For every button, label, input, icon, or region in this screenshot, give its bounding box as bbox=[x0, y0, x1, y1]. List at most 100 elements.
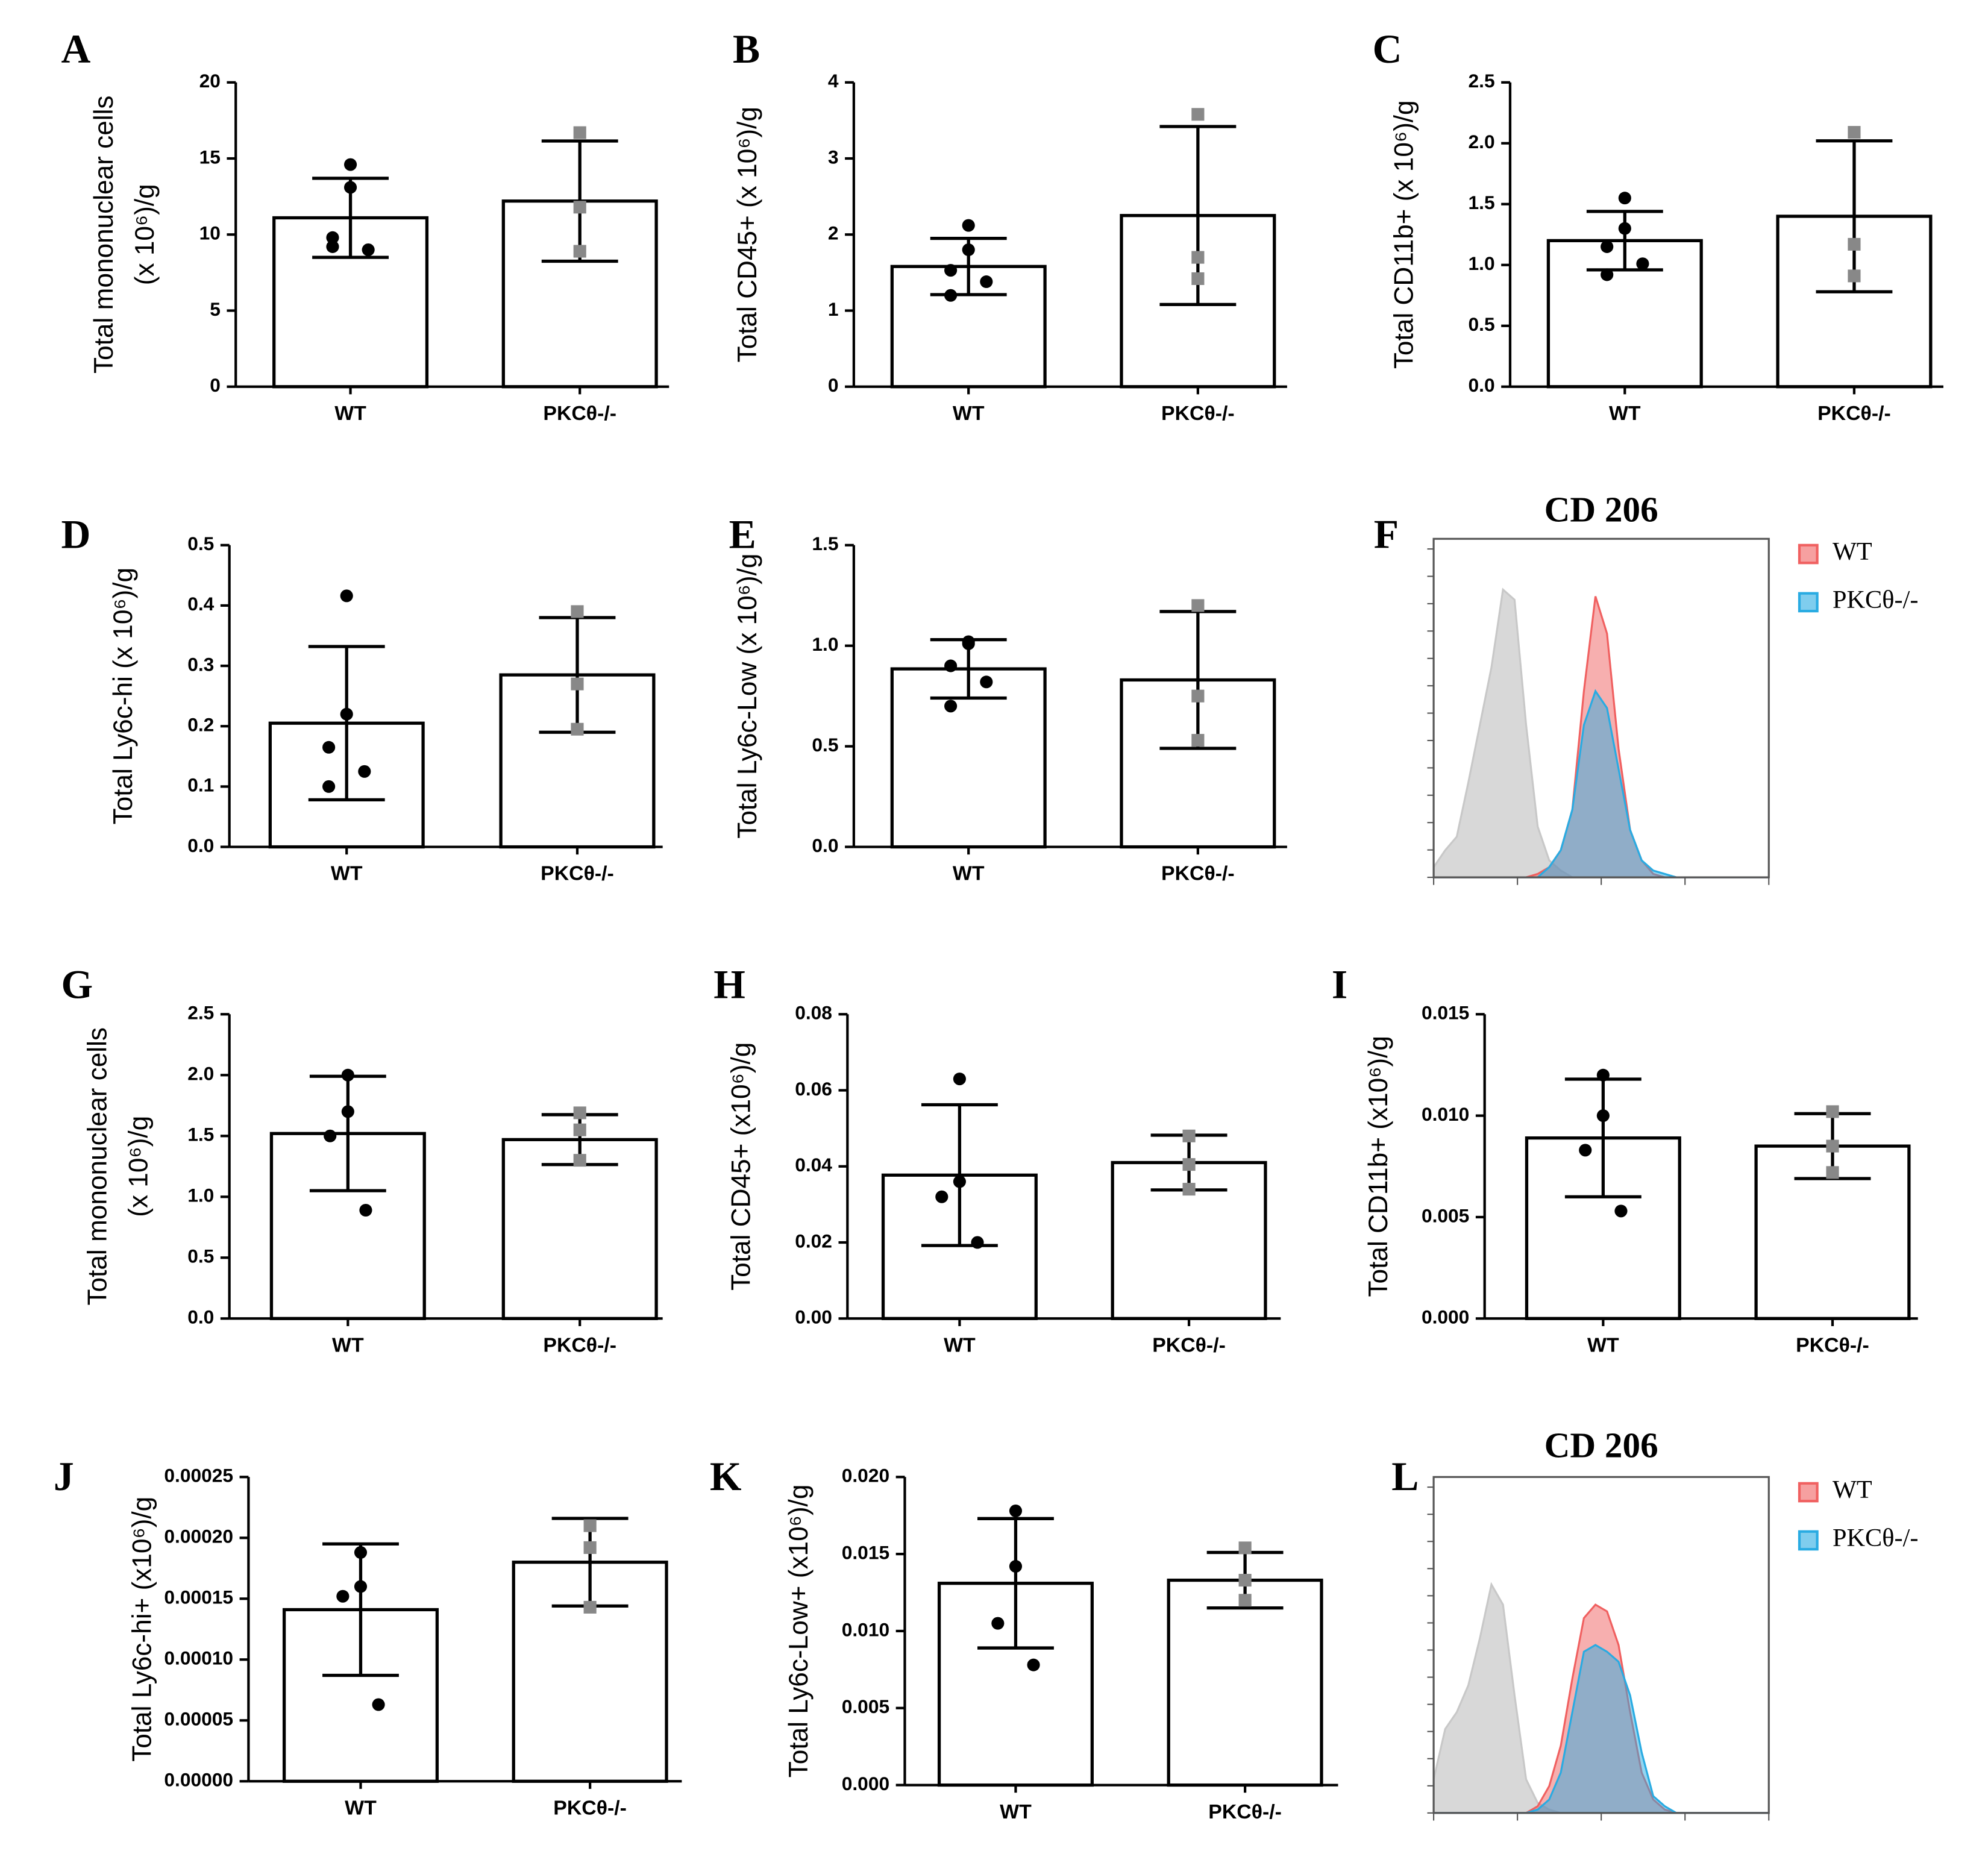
data-point bbox=[571, 722, 584, 736]
y-axis-label: Total CD45+ (x 10⁶)/g bbox=[733, 107, 762, 362]
panel-letter: L bbox=[1391, 1454, 1419, 1499]
x-tick-label: PKCθ-/- bbox=[1817, 402, 1891, 425]
data-point bbox=[362, 243, 375, 257]
x-tick-label: WT bbox=[331, 862, 363, 885]
data-point bbox=[1191, 108, 1205, 121]
data-point bbox=[1601, 268, 1614, 281]
y-tick-label: 0.04 bbox=[795, 1154, 832, 1176]
data-point bbox=[324, 1129, 337, 1142]
data-point bbox=[1191, 689, 1205, 703]
data-point bbox=[953, 1175, 966, 1188]
y-tick-label: 0 bbox=[828, 374, 839, 396]
x-tick-label: PKCθ-/- bbox=[543, 402, 616, 425]
legend-swatch bbox=[1798, 1530, 1819, 1551]
data-point bbox=[1579, 1144, 1592, 1157]
y-tick-label: 3 bbox=[828, 146, 839, 168]
histogram-title: CD 206 bbox=[1544, 1426, 1658, 1465]
data-point bbox=[1848, 269, 1861, 283]
data-point bbox=[1027, 1658, 1040, 1671]
panel-letter: B bbox=[733, 27, 760, 72]
data-point bbox=[583, 1519, 597, 1532]
y-tick-label: 0.02 bbox=[795, 1230, 832, 1251]
data-point bbox=[359, 1203, 372, 1217]
y-tick-label: 1.5 bbox=[812, 533, 838, 554]
x-tick-label: WT bbox=[345, 1797, 377, 1820]
data-point bbox=[573, 201, 586, 214]
legend-swatch bbox=[1798, 543, 1819, 565]
x-tick-label: PKCθ-/- bbox=[553, 1797, 627, 1820]
data-point bbox=[583, 1600, 597, 1614]
x-tick-label: WT bbox=[1609, 402, 1641, 425]
y-tick-label: 0.000 bbox=[842, 1773, 889, 1794]
data-point bbox=[962, 219, 975, 232]
data-point bbox=[953, 1073, 966, 1086]
y-tick-label: 2.5 bbox=[1469, 70, 1495, 92]
data-point bbox=[1596, 1109, 1610, 1123]
x-tick-label: PKCθ-/- bbox=[1161, 402, 1235, 425]
y-tick-label: 4 bbox=[828, 70, 839, 92]
y-axis-label: Total Ly6c-Low (x 10⁶)/g bbox=[733, 554, 762, 839]
y-tick-label: 0.5 bbox=[187, 1245, 214, 1267]
y-axis-label: (x 10⁶)/g bbox=[130, 184, 160, 285]
data-point bbox=[1826, 1166, 1839, 1179]
data-point bbox=[1182, 1129, 1196, 1142]
data-point bbox=[372, 1698, 385, 1711]
data-point bbox=[1238, 1574, 1252, 1587]
y-tick-label: 0.4 bbox=[187, 593, 214, 615]
data-point bbox=[1848, 237, 1861, 251]
data-point bbox=[962, 637, 975, 650]
data-point bbox=[573, 1106, 586, 1120]
y-axis-label: Total CD11b+ (x 10⁶)/g bbox=[1389, 100, 1419, 369]
legend-label: PKCθ-/- bbox=[1833, 1524, 1918, 1552]
histogram-title: CD 206 bbox=[1544, 490, 1658, 530]
data-point bbox=[1009, 1560, 1023, 1573]
y-tick-label: 1.0 bbox=[812, 633, 838, 655]
data-point bbox=[980, 275, 993, 289]
y-tick-label: 10 bbox=[199, 222, 221, 244]
y-tick-label: 0.00025 bbox=[164, 1465, 233, 1486]
x-tick-label: WT bbox=[1587, 1334, 1619, 1357]
data-point bbox=[573, 1154, 586, 1167]
data-point bbox=[1191, 251, 1205, 264]
data-point bbox=[980, 675, 993, 689]
data-point bbox=[1848, 126, 1861, 139]
panel-letter: J bbox=[54, 1454, 74, 1499]
panel-letter: C bbox=[1373, 27, 1402, 72]
y-tick-label: 0.015 bbox=[1422, 1002, 1469, 1024]
data-point bbox=[1182, 1183, 1196, 1196]
x-tick-label: WT bbox=[1000, 1800, 1032, 1823]
y-tick-label: 1.5 bbox=[1469, 192, 1495, 213]
bar bbox=[1167, 1578, 1323, 1787]
y-axis-label: Total Ly6c-Low+ (x10⁶)/g bbox=[784, 1485, 814, 1778]
data-point bbox=[571, 605, 584, 618]
y-tick-label: 2.0 bbox=[187, 1063, 214, 1085]
y-axis-label: (x 10⁶)/g bbox=[124, 1116, 153, 1217]
panel-letter: A bbox=[61, 27, 91, 72]
data-point bbox=[326, 240, 339, 253]
legend-label: WT bbox=[1833, 1476, 1872, 1504]
panel-letter: H bbox=[713, 962, 745, 1007]
x-tick-label: WT bbox=[953, 402, 985, 425]
data-point bbox=[571, 677, 584, 691]
legend-label: PKCθ-/- bbox=[1833, 586, 1918, 614]
panel-letter: D bbox=[61, 512, 91, 557]
data-point bbox=[341, 1068, 354, 1082]
x-tick-label: WT bbox=[944, 1334, 976, 1357]
data-point bbox=[1618, 222, 1631, 235]
y-axis-label: Total mononuclear cells bbox=[89, 95, 119, 374]
y-tick-label: 0.0 bbox=[1469, 374, 1495, 396]
y-tick-label: 0.020 bbox=[842, 1465, 889, 1486]
data-point bbox=[1182, 1158, 1196, 1171]
y-tick-label: 0.5 bbox=[812, 734, 838, 756]
x-tick-label: WT bbox=[332, 1334, 364, 1357]
y-tick-label: 0.5 bbox=[1469, 313, 1495, 335]
y-tick-label: 0.015 bbox=[842, 1542, 889, 1564]
x-tick-label: PKCθ-/- bbox=[1152, 1334, 1226, 1357]
data-point bbox=[573, 126, 586, 139]
bar bbox=[501, 1138, 658, 1320]
data-point bbox=[354, 1580, 368, 1593]
data-point bbox=[1191, 734, 1205, 747]
y-tick-label: 15 bbox=[199, 146, 221, 168]
x-tick-label: PKCθ-/- bbox=[1208, 1800, 1282, 1823]
legend-swatch bbox=[1798, 1482, 1819, 1503]
